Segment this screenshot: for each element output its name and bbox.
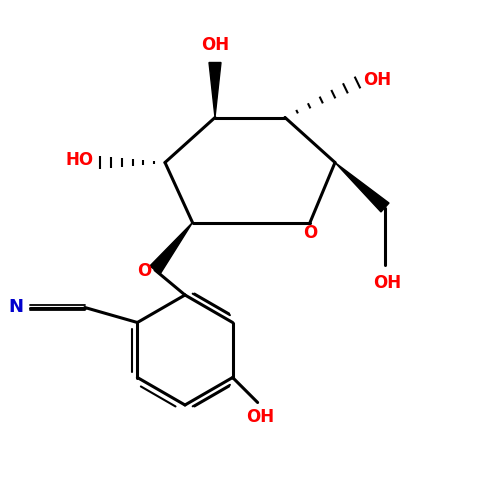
Text: OH: OH [246,408,274,426]
Polygon shape [150,222,192,274]
Polygon shape [209,62,221,118]
Text: OH: OH [364,71,392,89]
Text: N: N [9,298,24,316]
Text: HO: HO [66,151,94,169]
Text: OH: OH [201,36,229,54]
Text: O: O [304,224,318,242]
Text: O: O [137,262,151,280]
Text: OH: OH [374,274,402,292]
Polygon shape [335,162,389,212]
